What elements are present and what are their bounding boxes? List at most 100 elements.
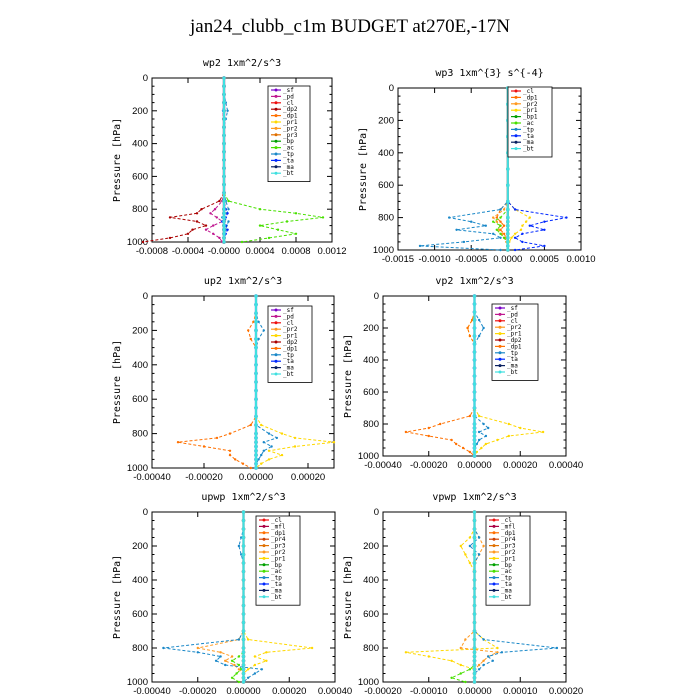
data-point-bt <box>254 453 258 457</box>
data-point-bt <box>506 207 510 212</box>
data-point-ac <box>294 212 298 215</box>
data-point-ac <box>499 224 502 227</box>
legend-marker <box>498 370 502 374</box>
x-tick-label: 0.0010 <box>566 254 595 265</box>
data-point-bt <box>222 150 226 154</box>
legend-marker <box>498 351 502 355</box>
data-point-bt <box>222 191 226 195</box>
data-point-ta <box>226 212 229 215</box>
data-point-pr1 <box>475 450 478 454</box>
data-point-bt <box>222 109 226 113</box>
legend-marker <box>514 121 518 125</box>
data-point-tp <box>455 228 458 231</box>
data-point-bt <box>241 671 246 676</box>
y-tick-label: 400 <box>132 575 148 586</box>
data-point-dp2 <box>168 236 172 240</box>
y-tick-label: 1000 <box>127 463 148 474</box>
data-point-bt <box>472 586 477 591</box>
legend-marker <box>498 364 502 368</box>
data-point-bt <box>254 449 258 453</box>
data-point-bt <box>222 207 226 211</box>
data-point-bt <box>472 527 477 531</box>
data-point-pr2 <box>477 663 481 667</box>
y-tick-label: 0 <box>143 291 148 302</box>
legend-label: _pr1 <box>507 331 522 338</box>
data-point-tp <box>482 326 485 330</box>
data-point-ac <box>502 236 506 239</box>
data-point-dp2 <box>141 240 145 244</box>
legend-label: _tp <box>271 575 282 582</box>
data-point-bt <box>241 595 246 599</box>
data-point-pr1 <box>265 659 268 662</box>
legend-label: _pr2 <box>507 324 522 331</box>
data-point-pr1 <box>521 224 524 227</box>
data-point-tp <box>499 248 502 252</box>
data-point-pr1 <box>468 536 472 539</box>
data-point-tp <box>260 668 263 671</box>
data-point-bt <box>472 569 477 574</box>
data-point-bt <box>472 310 477 314</box>
data-point-dp1 <box>228 449 232 452</box>
data-point-ac <box>230 659 234 662</box>
data-point-bt <box>241 578 246 582</box>
data-point-bt <box>254 311 258 316</box>
data-point-ta <box>543 228 546 231</box>
data-point-ac <box>276 228 280 231</box>
data-point-dp1 <box>404 430 408 434</box>
legend-marker <box>274 133 278 137</box>
data-point-bt <box>472 442 477 446</box>
data-point-bt <box>241 535 246 540</box>
data-point-pd <box>215 216 218 219</box>
legend-label: _pr3 <box>271 543 286 550</box>
legend-label: _pr2 <box>283 326 298 333</box>
y-tick-label: 600 <box>363 387 379 398</box>
legend-marker <box>274 353 278 357</box>
legend-box <box>267 305 313 383</box>
legend-marker <box>274 366 278 370</box>
data-point-dp1 <box>466 326 469 330</box>
legend-label: _cl <box>501 517 512 524</box>
data-point-pr1 <box>477 414 481 418</box>
x-tick-label: -0.00040 <box>364 460 402 471</box>
x-tick-label: 0.0012 <box>317 246 346 257</box>
y-tick-label: 0 <box>374 507 379 518</box>
data-point-bt <box>222 174 226 179</box>
data-point-tp <box>482 422 485 426</box>
data-point-pd <box>204 228 208 231</box>
data-point-ac <box>285 220 289 223</box>
legend-marker <box>274 114 278 118</box>
legend-marker <box>274 346 278 350</box>
data-point-ac <box>499 232 502 235</box>
data-point-ac <box>450 676 453 679</box>
data-point-bt <box>254 406 258 410</box>
y-axis-label: Pressure [hPa] <box>343 334 354 418</box>
data-point-dp1 <box>249 423 252 427</box>
legend-label: _ac <box>523 120 534 127</box>
data-point-pr1 <box>513 232 517 235</box>
x-tick-label: -0.00020 <box>179 686 217 697</box>
y-tick-label: 800 <box>363 419 379 430</box>
y-tick-label: 800 <box>378 213 394 224</box>
legend-label: _ta <box>283 358 294 365</box>
data-point-ac <box>230 676 234 679</box>
data-point-tp <box>492 232 495 235</box>
data-point-bt <box>254 371 258 376</box>
data-point-bt <box>472 406 477 410</box>
data-point-tp <box>227 208 230 211</box>
data-point-bt <box>222 166 226 170</box>
data-point-bt <box>472 334 477 338</box>
legend-marker <box>274 372 278 376</box>
legend-marker <box>514 134 518 138</box>
legend-label: _cl <box>283 320 294 327</box>
x-tick-label: -0.0015 <box>382 254 414 265</box>
legend-marker <box>262 518 266 522</box>
data-point-pr1 <box>267 449 271 452</box>
legend-marker <box>514 140 518 144</box>
y-tick-label: 600 <box>132 394 148 405</box>
data-point-bt <box>241 663 246 667</box>
legend-label: _ac <box>283 145 294 152</box>
data-point-bt <box>472 374 477 378</box>
legend-marker <box>274 158 278 162</box>
data-point-pr2 <box>482 544 485 548</box>
data-point-bt <box>472 294 477 298</box>
